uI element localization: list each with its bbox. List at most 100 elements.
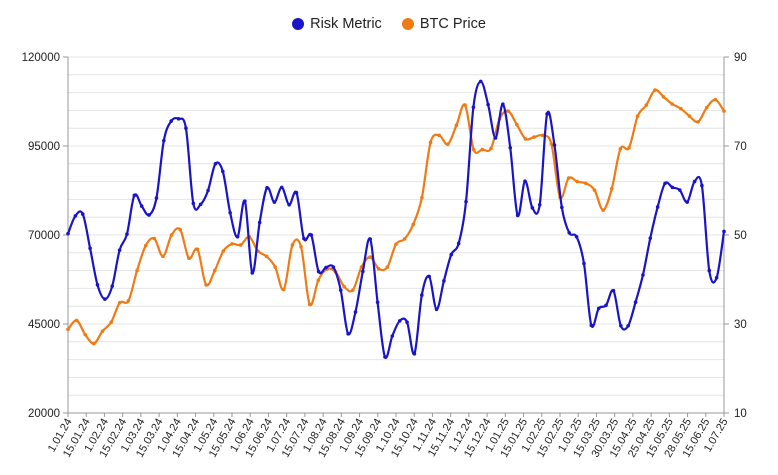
data-point-risk-metric	[125, 232, 129, 236]
data-point-risk-metric	[501, 102, 505, 106]
data-point-risk-metric	[162, 138, 166, 143]
legend: Risk Metric BTC Price	[0, 16, 778, 32]
data-point-risk-metric	[560, 205, 564, 210]
data-point-risk-metric	[663, 181, 667, 186]
data-point-risk-metric	[692, 179, 697, 184]
data-point-btc-price	[152, 236, 157, 241]
data-point-btc-price	[92, 341, 96, 346]
data-point-risk-metric	[220, 169, 225, 174]
data-point-risk-metric	[567, 230, 572, 235]
data-point-btc-price	[161, 254, 165, 259]
data-point-btc-price	[117, 300, 122, 305]
data-point-btc-price	[592, 188, 597, 192]
data-point-risk-metric	[316, 269, 321, 274]
data-point-risk-metric	[235, 234, 240, 239]
data-point-risk-metric	[582, 261, 586, 266]
data-point-risk-metric	[390, 334, 395, 338]
data-point-risk-metric	[80, 212, 85, 216]
data-point-btc-price	[135, 268, 139, 273]
data-point-btc-price	[307, 302, 312, 307]
data-point-risk-metric	[191, 201, 196, 206]
legend-swatch-btc-price	[401, 18, 414, 30]
data-point-btc-price	[66, 327, 70, 332]
data-point-btc-price	[169, 233, 174, 237]
data-point-btc-price	[273, 265, 277, 269]
data-point-risk-metric	[110, 284, 115, 288]
data-point-btc-price	[195, 247, 200, 252]
series-risk-metric	[66, 79, 726, 359]
data-point-btc-price	[178, 227, 183, 232]
data-point-risk-metric	[353, 310, 358, 314]
data-point-btc-price	[212, 268, 217, 273]
data-point-risk-metric	[530, 206, 535, 210]
data-point-risk-metric	[478, 79, 483, 84]
data-point-btc-price	[679, 106, 683, 111]
legend-label-risk-metric: Risk Metric	[310, 16, 382, 32]
data-point-risk-metric	[265, 186, 269, 190]
data-point-btc-price	[584, 181, 588, 186]
data-point-risk-metric	[611, 288, 616, 293]
data-point-risk-metric	[302, 236, 306, 241]
data-point-btc-price	[627, 145, 631, 150]
data-point-risk-metric	[707, 268, 712, 273]
data-point-risk-metric	[331, 265, 336, 269]
legend-item-risk-metric[interactable]: Risk Metric	[292, 16, 382, 32]
data-point-btc-price	[281, 287, 286, 292]
data-point-risk-metric	[228, 210, 232, 215]
data-point-risk-metric	[471, 105, 476, 110]
data-point-risk-metric	[279, 185, 284, 190]
data-point-btc-price	[368, 255, 372, 259]
data-point-risk-metric	[515, 213, 520, 218]
data-point-risk-metric	[169, 119, 173, 123]
data-point-risk-metric	[523, 179, 527, 183]
data-point-risk-metric	[685, 200, 689, 204]
data-point-btc-price	[687, 114, 692, 118]
data-point-risk-metric	[338, 288, 343, 292]
data-point-risk-metric	[368, 237, 373, 241]
y-tick-label-left: 45000	[28, 319, 60, 331]
data-point-btc-price	[670, 102, 675, 106]
data-point-btc-price	[428, 140, 433, 145]
data-point-btc-price	[489, 146, 493, 151]
data-point-btc-price	[221, 249, 226, 253]
data-point-btc-price	[437, 133, 441, 138]
data-point-btc-price	[445, 142, 450, 147]
data-point-btc-price	[83, 332, 88, 337]
y-tick-label-right: 70	[734, 141, 747, 153]
data-point-risk-metric	[375, 300, 380, 304]
data-point-risk-metric	[442, 279, 446, 283]
data-point-risk-metric	[73, 214, 78, 218]
data-point-risk-metric	[346, 331, 350, 336]
data-point-btc-price	[532, 135, 536, 139]
data-point-btc-price	[515, 122, 519, 127]
y-tick-label-left: 120000	[22, 52, 60, 64]
y-tick-label-right: 50	[734, 230, 747, 242]
data-point-risk-metric	[545, 112, 549, 116]
data-point-risk-metric	[294, 190, 299, 195]
data-point-btc-price	[299, 244, 303, 249]
data-point-risk-metric	[95, 283, 100, 287]
data-point-btc-price	[653, 88, 657, 92]
data-point-risk-metric	[206, 188, 210, 193]
data-point-btc-price	[204, 283, 208, 287]
data-point-risk-metric	[213, 162, 218, 166]
data-point-risk-metric	[574, 234, 579, 239]
legend-item-btc-price[interactable]: BTC Price	[401, 16, 486, 32]
y-tick-label-right: 90	[734, 52, 747, 64]
data-point-risk-metric	[412, 352, 417, 356]
data-point-btc-price	[187, 256, 191, 260]
data-point-btc-price	[74, 318, 79, 323]
data-point-risk-metric	[361, 269, 365, 274]
data-point-btc-price	[126, 299, 131, 303]
data-point-risk-metric	[250, 271, 255, 275]
data-point-risk-metric	[139, 204, 144, 208]
data-point-risk-metric	[147, 213, 151, 217]
data-point-btc-price	[575, 179, 580, 184]
data-point-risk-metric	[257, 220, 262, 225]
data-point-btc-price	[696, 119, 700, 124]
data-point-btc-price	[351, 288, 355, 292]
y-tick-label-right: 10	[734, 408, 747, 420]
data-point-btc-price	[661, 95, 666, 99]
data-point-risk-metric	[508, 145, 513, 150]
